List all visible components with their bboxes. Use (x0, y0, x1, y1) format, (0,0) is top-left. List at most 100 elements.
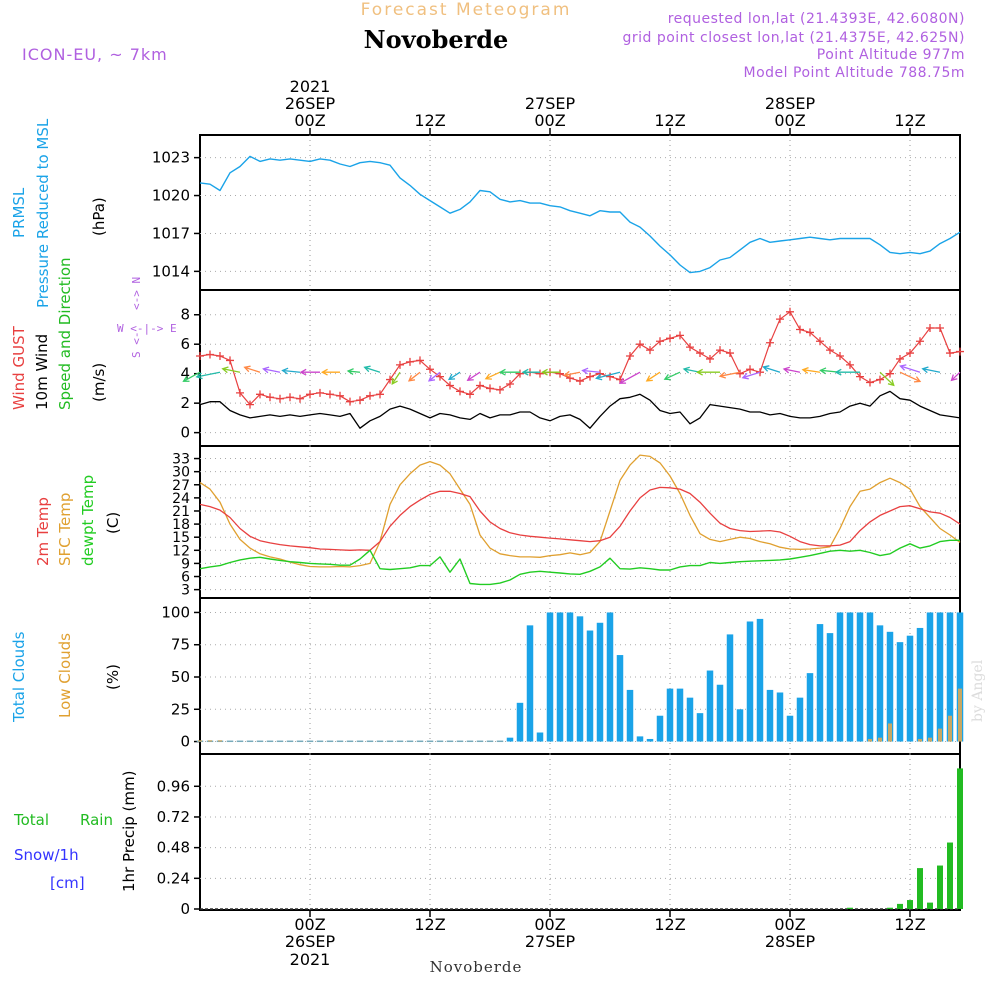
total-cloud-bar (406, 740, 414, 743)
gust-marker (366, 391, 374, 400)
wind-arrow-head (320, 368, 328, 376)
total-cloud-bar (866, 612, 874, 742)
total-cloud-bar (536, 732, 544, 742)
gust-marker (596, 369, 604, 378)
y-tick-label: 100 (161, 603, 190, 621)
total-cloud-bar (576, 616, 584, 742)
label-precip: 1hr Precip (mm) (120, 771, 138, 892)
total-cloud-bar (716, 684, 724, 742)
total-cloud-bar (526, 625, 534, 742)
total-cloud-bar (436, 740, 444, 743)
total-cloud-bar (236, 740, 244, 743)
wind-arrow (582, 369, 601, 373)
total-cloud-bar (556, 612, 564, 742)
y-tick-label: 18 (172, 517, 190, 533)
y-tick-label: 24 (172, 491, 190, 507)
total-cloud-bar (316, 740, 324, 743)
gust-marker (826, 346, 834, 355)
total-cloud-bar (606, 612, 614, 742)
wind-arrow-head (645, 375, 653, 382)
total-cloud-bar (826, 633, 834, 742)
wind-arrow (719, 371, 741, 377)
wind-arrow-head (741, 372, 749, 380)
gust-marker (686, 343, 694, 352)
panel-frame-2 (199, 289, 961, 447)
total-cloud-bar (266, 740, 274, 743)
total-cloud-bar (726, 634, 734, 742)
total-cloud-bar (886, 631, 894, 742)
gust-marker (836, 352, 844, 360)
y-tick-label: 8 (180, 306, 190, 324)
gust-marker (916, 337, 924, 346)
gust-marker (216, 352, 224, 360)
wind-arrow (564, 371, 581, 376)
wind-arrow-head (782, 366, 790, 374)
total-cloud-bar (486, 740, 494, 743)
wind-arrow (646, 371, 661, 382)
wind-arrow (196, 371, 221, 378)
wind-arrow (467, 371, 481, 381)
total-cloud-bar (546, 612, 554, 742)
requested-coords: requested lon,lat (21.4393E, 42.6080N) (668, 11, 965, 27)
wind10m-line (199, 390, 961, 429)
y-tick-label: 1020 (152, 187, 190, 205)
y-tick-label: 33 (172, 452, 190, 468)
gust-marker (326, 390, 334, 399)
y-tick-label: 25 (171, 700, 190, 718)
wind-arrow-head (696, 368, 703, 376)
total-cloud-bar (516, 702, 524, 742)
location-title: Novoberde (364, 25, 509, 54)
gust-marker (806, 328, 814, 337)
total-cloud-bar (296, 740, 304, 743)
gust-marker (226, 356, 234, 365)
wind-arrow-head (407, 375, 416, 382)
top-tick-label: 28SEP (765, 94, 816, 113)
wind-arrow-head (718, 371, 726, 379)
total-cloud-bar (816, 624, 824, 742)
gust-marker (566, 374, 574, 383)
label-total-clouds: Total Clouds (10, 631, 28, 723)
total-cloud-bar (616, 655, 624, 742)
wind-arrow-head (484, 373, 492, 380)
gust-marker (906, 349, 914, 358)
wind-arrow (619, 371, 641, 384)
bottom-tick-label: 2021 (290, 950, 331, 969)
total-cloud-bar (686, 697, 694, 742)
gust-marker (846, 360, 854, 369)
gust-marker (646, 346, 654, 355)
wind-arrow-head (887, 379, 895, 387)
wind-arrow-head (182, 375, 190, 382)
top-tick-label: 12Z (894, 111, 925, 130)
total-cloud-bar (916, 627, 924, 742)
wind-arrow (364, 366, 381, 373)
bottom-tick-label: 12Z (414, 915, 445, 934)
total-cloud-bar (806, 673, 814, 742)
gust-marker (456, 387, 464, 396)
pressure-line (199, 155, 961, 274)
gust-marker (206, 350, 214, 359)
gust-marker (786, 307, 794, 316)
wind-arrow-head (391, 377, 398, 386)
gust-marker (286, 393, 294, 402)
gust-marker (666, 334, 674, 343)
total-cloud-bar (786, 715, 794, 742)
bottom-tick-label: 00Z (534, 915, 565, 934)
total-cloud-bar (566, 612, 574, 742)
total-cloud-bar (636, 736, 644, 742)
total-cloud-bar (936, 612, 944, 742)
y-tick-label: 0 (180, 733, 190, 751)
label-rain: Rain (80, 811, 113, 829)
label-cm: [cm] (50, 874, 85, 892)
y-tick-label: 12 (172, 543, 190, 559)
y-tick-label: 3 (181, 583, 190, 599)
gust-marker (936, 324, 944, 332)
wind-arrow-head (363, 365, 371, 373)
wind-arrow (802, 369, 821, 373)
total-cloud-bar (306, 740, 314, 743)
total-cloud-bar (456, 740, 464, 743)
label-c: (C) (104, 512, 122, 534)
label-wind-gust: Wind GUST (10, 325, 28, 410)
y-tick-label: 0.72 (157, 808, 190, 826)
rain-bar (917, 868, 923, 909)
wind-arrow (922, 368, 941, 373)
